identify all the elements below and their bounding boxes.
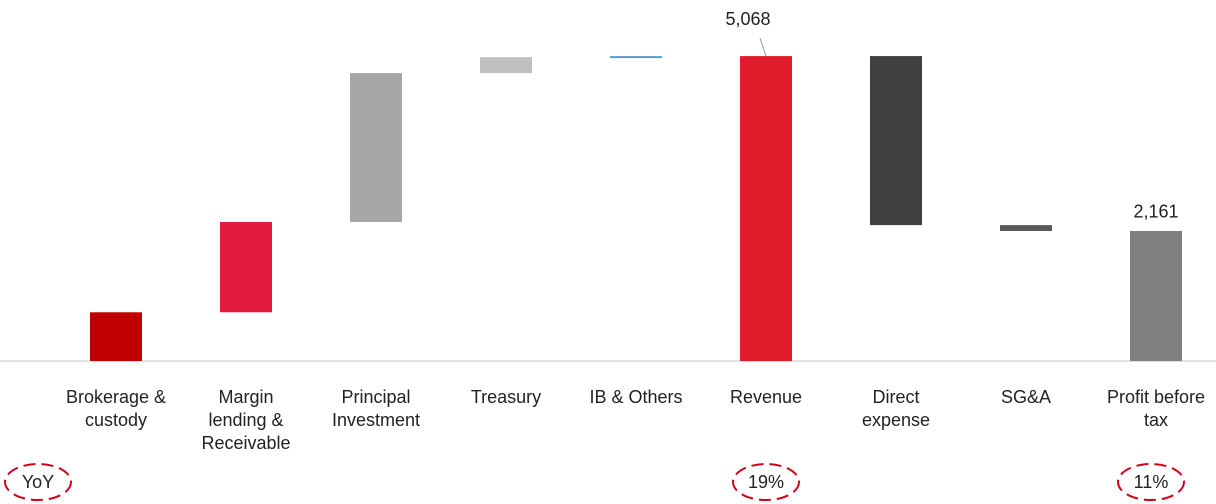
bar: [90, 312, 142, 361]
bar: [1000, 225, 1052, 231]
bar: [740, 56, 792, 361]
x-tick-label: Brokerage & custody: [65, 387, 167, 430]
annotation: 19%: [748, 472, 784, 492]
annotation: 11%: [1134, 472, 1169, 492]
annotation-ring: [732, 463, 800, 501]
annotation-ring: [1117, 463, 1185, 501]
x-tick-label: Profit before tax: [1106, 387, 1206, 430]
annotation: YoY: [22, 472, 54, 492]
data-label: 5,068: [725, 9, 770, 29]
bar: [870, 56, 922, 226]
bar: [610, 56, 662, 59]
x-tick-label: Margin lending & Receivable: [201, 387, 291, 453]
bar: [1130, 230, 1182, 361]
bar: [220, 222, 272, 313]
x-tick-label: Treasury: [470, 387, 542, 407]
bar: [480, 57, 532, 74]
x-tick-label: SG&A: [1000, 387, 1052, 407]
leader-line: [759, 37, 767, 57]
x-tick-label: Direct expense: [861, 387, 931, 430]
x-tick-label: Revenue: [729, 387, 803, 407]
data-label: 2,161: [1133, 202, 1178, 222]
bar: [350, 73, 402, 223]
x-tick-label: IB & Others: [589, 387, 683, 407]
annotation-ring: [4, 463, 72, 501]
x-tick-label: Principal Investment: [331, 387, 421, 430]
